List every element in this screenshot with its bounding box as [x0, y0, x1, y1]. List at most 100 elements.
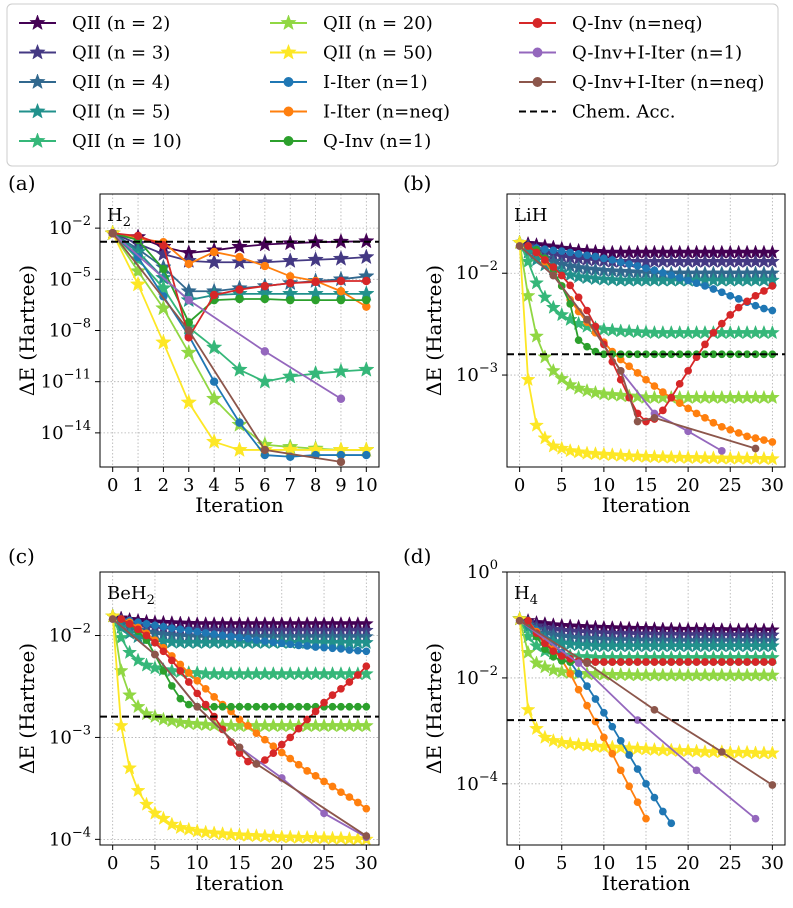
data-point [168, 624, 176, 633]
data-point [571, 636, 587, 652]
x-tick-label: 9 [335, 475, 346, 496]
data-point [596, 738, 612, 754]
x-tick-label: 0 [514, 853, 525, 874]
data-point [311, 771, 320, 780]
data-point [299, 829, 315, 845]
y-tick-label: 10−8 [49, 317, 91, 342]
legend-label: I-Iter (n=1) [323, 72, 428, 93]
data-point [768, 282, 777, 290]
data-point [138, 796, 155, 811]
data-point [328, 702, 337, 711]
data-point [591, 658, 600, 666]
data-point [616, 366, 625, 375]
data-point [751, 444, 760, 453]
data-point [684, 276, 692, 285]
data-point [201, 700, 210, 709]
data-point [528, 275, 545, 290]
data-point [541, 245, 549, 254]
y-tick-label: 10−5 [49, 265, 91, 290]
data-point [562, 267, 578, 282]
data-point [608, 749, 617, 758]
data-point [760, 436, 768, 444]
legend-label: Q-Inv+I-Iter (n=neq) [572, 72, 764, 93]
x-axis-label: Iteration [195, 871, 284, 895]
data-point [231, 361, 248, 377]
data-point [760, 304, 768, 313]
data-point [608, 658, 617, 666]
data-point [630, 388, 646, 404]
data-point [659, 388, 667, 396]
series-q-inv-i-iter-n-neq [108, 229, 346, 467]
data-point [122, 644, 138, 659]
data-point [566, 669, 575, 678]
data-point [675, 379, 684, 388]
series-q-inv-i-iter-n-neq [515, 242, 760, 453]
data-point [579, 637, 595, 652]
data-point [201, 629, 210, 637]
data-point [768, 781, 777, 789]
data-point [616, 658, 625, 666]
x-tick-label: 1 [132, 475, 143, 496]
data-point [537, 659, 553, 674]
data-point [608, 722, 617, 731]
data-point [604, 322, 620, 337]
data-point [286, 754, 295, 763]
data-point [205, 433, 223, 449]
data-point [554, 440, 570, 455]
data-point [244, 721, 252, 730]
data-point [616, 766, 625, 775]
data-point [613, 739, 629, 755]
panel-label: (d) [403, 544, 431, 568]
data-point [600, 350, 608, 359]
data-point [613, 447, 629, 462]
data-point [764, 745, 780, 760]
y-tick-label: 10−14 [41, 419, 91, 444]
data-point [345, 646, 354, 654]
data-point [650, 382, 659, 390]
x-tick-label: 10 [592, 853, 615, 874]
data-point [345, 702, 354, 711]
data-point [574, 250, 583, 258]
data-point [209, 377, 219, 386]
data-point [164, 713, 180, 728]
data-point [277, 702, 286, 711]
legend-label: QII (n = 3) [72, 43, 170, 64]
x-tick-label: 30 [761, 853, 784, 874]
data-point [549, 653, 558, 661]
data-point [184, 669, 193, 677]
data-point [269, 749, 278, 758]
data-point [574, 685, 583, 694]
data-point [358, 361, 375, 377]
legend-entry-q-inv-n-1: Q-Inv (n=1) [270, 131, 431, 152]
legend-entry-q-inv-n-neq: Q-Inv (n=neq) [519, 13, 703, 34]
data-point [768, 306, 777, 315]
data-point [345, 678, 354, 686]
data-point [336, 394, 346, 403]
molecule-label: H2 [107, 205, 131, 230]
data-point [554, 306, 570, 322]
data-point [545, 299, 561, 314]
data-point [113, 717, 129, 733]
data-point [265, 828, 281, 844]
data-point [557, 652, 566, 660]
data-point [515, 242, 524, 250]
data-point [151, 638, 159, 647]
data-point [210, 630, 218, 639]
data-point [252, 702, 261, 711]
data-point [524, 242, 532, 250]
data-point [709, 328, 718, 337]
data-point [633, 262, 642, 270]
legend-entry-qii-n-5: QII (n = 5) [19, 102, 170, 123]
molecule-label: H4 [514, 583, 538, 608]
data-point [333, 830, 349, 845]
data-point [261, 637, 269, 646]
data-point [587, 738, 603, 753]
data-point [646, 741, 662, 757]
data-point [751, 814, 760, 823]
data-point [231, 238, 248, 254]
data-point [579, 737, 595, 752]
data-point [337, 702, 345, 711]
plot-area [100, 608, 379, 845]
data-point [667, 271, 676, 279]
data-point [184, 295, 193, 305]
